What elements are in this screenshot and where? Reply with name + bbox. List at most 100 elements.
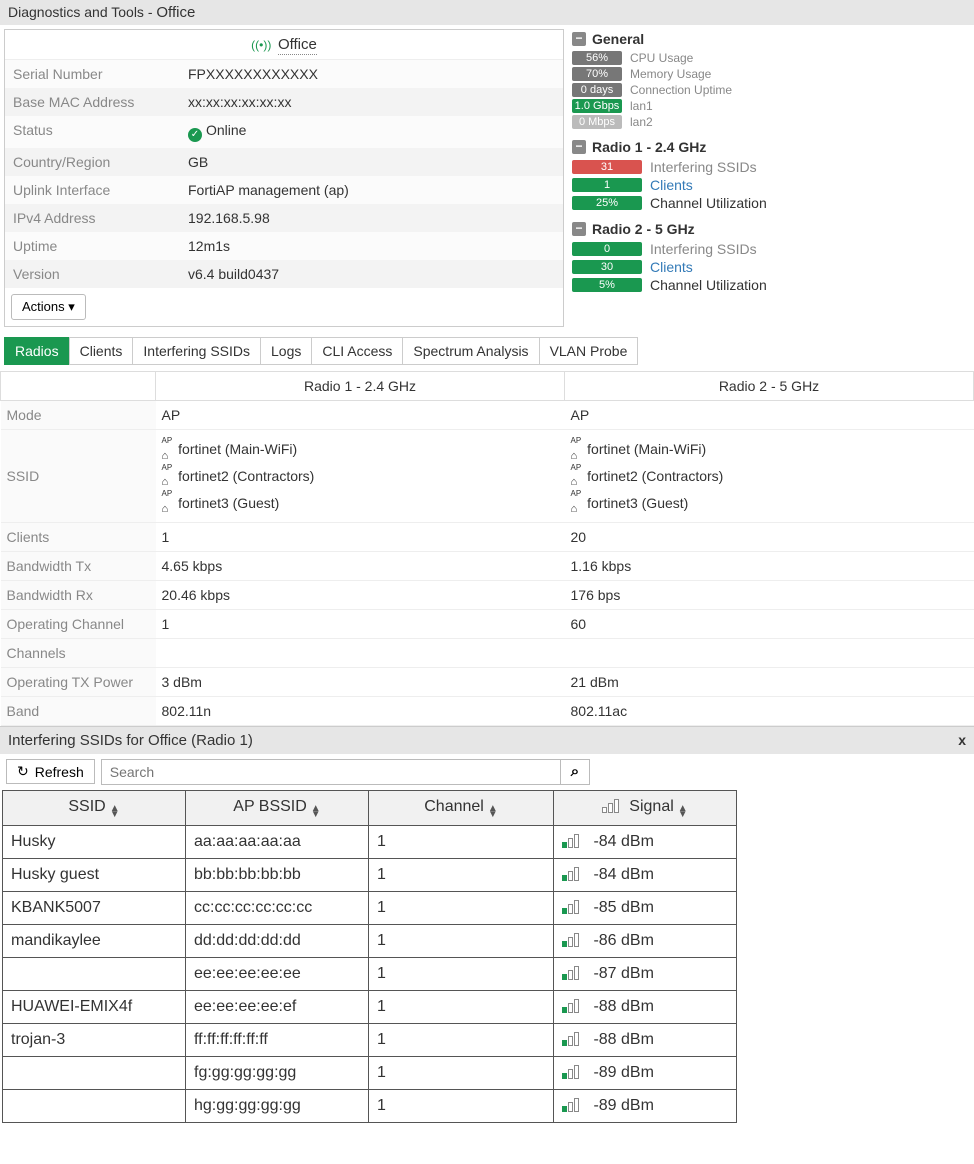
info-value: 12m1s [188, 238, 230, 254]
cell-signal: -84 dBm [554, 825, 737, 858]
compare-v1: 3 dBm [156, 667, 565, 696]
device-info-row: Status✓Online [5, 116, 563, 148]
stat-badge: 56% [572, 51, 622, 65]
radio-stat-label: Channel Utilization [650, 277, 767, 293]
interfering-row[interactable]: fg:gg:gg:gg:gg1 -89 dBm [3, 1056, 737, 1089]
interfering-row[interactable]: trojan-3ff:ff:ff:ff:ff:ff1 -88 dBm [3, 1023, 737, 1056]
cell-signal: -89 dBm [554, 1089, 737, 1122]
column-ap-bssid[interactable]: AP BSSID▲▼ [186, 790, 369, 825]
radio-stat-label[interactable]: Clients [650, 259, 693, 275]
ap-icon: AP⌂ [571, 490, 582, 515]
col-radio2: Radio 2 - 5 GHz [565, 372, 974, 401]
cell-ssid [3, 1056, 186, 1089]
radio-stat-badge: 5% [572, 278, 642, 292]
stat-label: CPU Usage [630, 51, 693, 65]
interfering-row[interactable]: KBANK5007cc:cc:cc:cc:cc:cc1 -85 dBm [3, 891, 737, 924]
radio-summary-header[interactable]: −Radio 2 - 5 GHz [572, 221, 970, 237]
signal-bars-icon [602, 799, 619, 813]
compare-row: Bandwidth Tx4.65 kbps1.16 kbps [1, 551, 974, 580]
radio-stat-row: 30Clients [572, 259, 970, 275]
compare-row: Bandwidth Rx20.46 kbps176 bps [1, 580, 974, 609]
interfering-row[interactable]: Husky guestbb:bb:bb:bb:bb1 -84 dBm [3, 858, 737, 891]
ssid-text: fortinet3 (Guest) [587, 495, 688, 511]
compare-v2: 20 [565, 522, 974, 551]
compare-label: Operating Channel [1, 609, 156, 638]
actions-button[interactable]: Actions ▾ [11, 294, 86, 320]
interfering-row[interactable]: Huskyaa:aa:aa:aa:aa1 -84 dBm [3, 825, 737, 858]
compare-v2: 21 dBm [565, 667, 974, 696]
ap-icon: AP⌂ [571, 464, 582, 489]
column-channel[interactable]: Channel▲▼ [369, 790, 554, 825]
cell-signal: -87 dBm [554, 957, 737, 990]
close-icon[interactable]: x [958, 732, 966, 748]
ssid-cell: AP⌂fortinet (Main-WiFi)AP⌂fortinet2 (Con… [565, 430, 974, 523]
compare-label: Clients [1, 522, 156, 551]
refresh-button[interactable]: ↻ Refresh [6, 759, 95, 784]
radio-stat-label[interactable]: Clients [650, 177, 693, 193]
tab-cli-access[interactable]: CLI Access [311, 337, 403, 365]
cell-signal: -84 dBm [554, 858, 737, 891]
column-signal[interactable]: Signal▲▼ [554, 790, 737, 825]
info-value: FPXXXXXXXXXXXX [188, 66, 318, 82]
tab-interfering-ssids[interactable]: Interfering SSIDs [132, 337, 261, 365]
tab-radios[interactable]: Radios [4, 337, 70, 365]
compare-label: Operating TX Power [1, 667, 156, 696]
cell-bssid: dd:dd:dd:dd:dd [186, 924, 369, 957]
interfering-row[interactable]: mandikayleedd:dd:dd:dd:dd1 -86 dBm [3, 924, 737, 957]
ap-icon: AP⌂ [162, 437, 173, 462]
ap-icon: AP⌂ [571, 437, 582, 462]
radio-stat-row: 1 Clients [572, 177, 970, 193]
radio-stat-badge: 1 [572, 178, 642, 192]
ssid-item: AP⌂fortinet (Main-WiFi) [162, 436, 559, 463]
compare-v2: 1.16 kbps [565, 551, 974, 580]
tab-clients[interactable]: Clients [69, 337, 134, 365]
compare-row: Clients120 [1, 522, 974, 551]
compare-v1: 1 [156, 609, 565, 638]
compare-row: Operating Channel160 [1, 609, 974, 638]
info-value: 192.168.5.98 [188, 210, 270, 226]
compare-v1: 802.11n [156, 696, 565, 725]
info-label: Uptime [13, 238, 188, 254]
cell-channel: 1 [369, 825, 554, 858]
cell-channel: 1 [369, 1089, 554, 1122]
column-ssid[interactable]: SSID▲▼ [3, 790, 186, 825]
tab-logs[interactable]: Logs [260, 337, 312, 365]
cell-ssid [3, 957, 186, 990]
compare-row: Operating TX Power3 dBm21 dBm [1, 667, 974, 696]
stat-row: 70%Memory Usage [572, 67, 970, 81]
tab-vlan-probe[interactable]: VLAN Probe [539, 337, 639, 365]
info-label: Version [13, 266, 188, 282]
compare-v1: AP [156, 401, 565, 430]
compare-v1: 4.65 kbps [156, 551, 565, 580]
ssid-item: AP⌂fortinet (Main-WiFi) [571, 436, 968, 463]
compare-v2 [565, 638, 974, 667]
tab-spectrum-analysis[interactable]: Spectrum Analysis [402, 337, 539, 365]
signal-bars-icon [562, 900, 579, 914]
compare-row: Channels [1, 638, 974, 667]
stat-row: 56% CPU Usage [572, 51, 970, 65]
interfering-row[interactable]: HUAWEI-EMIX4fee:ee:ee:ee:ef1 -88 dBm [3, 990, 737, 1023]
interfering-row[interactable]: hg:gg:gg:gg:gg1 -89 dBm [3, 1089, 737, 1122]
stat-badge: 0 days [572, 83, 622, 97]
header-name: Office [156, 4, 195, 21]
general-section-header[interactable]: − General [572, 31, 970, 47]
device-info-panel: ((•)) Office Serial NumberFPXXXXXXXXXXXX… [4, 29, 564, 327]
interfering-row[interactable]: ee:ee:ee:ee:ee1 -87 dBm [3, 957, 737, 990]
search-button[interactable]: ⌕ [561, 759, 590, 785]
cell-channel: 1 [369, 891, 554, 924]
collapse-icon: − [572, 32, 586, 46]
ap-icon: AP⌂ [162, 464, 173, 489]
compare-v2: 176 bps [565, 580, 974, 609]
compare-label: Bandwidth Rx [1, 580, 156, 609]
compare-v2: AP [565, 401, 974, 430]
search-icon: ⌕ [571, 763, 579, 780]
radio-summary-header[interactable]: −Radio 1 - 2.4 GHz [572, 139, 970, 155]
cell-ssid: KBANK5007 [3, 891, 186, 924]
radio-compare-table: Radio 1 - 2.4 GHz Radio 2 - 5 GHz ModeAP… [0, 371, 974, 726]
stat-badge: 1.0 Gbps [572, 99, 622, 113]
compare-row: Band802.11n802.11ac [1, 696, 974, 725]
info-value: GB [188, 154, 208, 170]
search-input[interactable] [101, 759, 561, 785]
info-value: ✓Online [188, 122, 246, 142]
compare-label: SSID [1, 430, 156, 523]
